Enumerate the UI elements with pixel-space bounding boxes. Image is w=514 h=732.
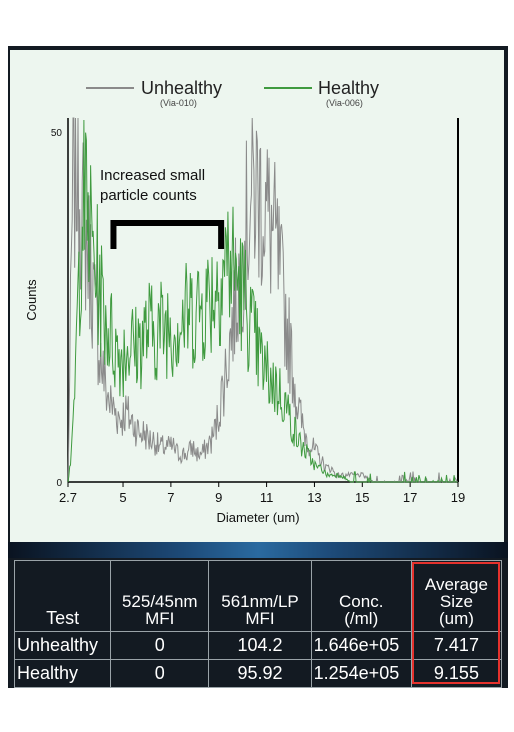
average-size-highlight — [412, 562, 500, 684]
cell-525-unhealthy: 0 — [110, 631, 210, 660]
header-test: Test — [13, 560, 112, 632]
cell-conc-unhealthy: 1.646e+05 — [310, 631, 412, 660]
legend-sublabel-healthy: (Via-006) — [326, 98, 363, 108]
header-525-mfi: 525/45nm MFI — [110, 560, 210, 632]
y-axis-label: Counts — [24, 279, 39, 321]
header-525-line2: MFI — [145, 609, 175, 628]
x-tick-label: 11 — [260, 490, 274, 505]
annotation-line1: Increased small — [100, 167, 205, 184]
y-tick-label: 0 — [56, 478, 62, 489]
histogram-chart: 2.7 5 7 9 11 13 15 17 19 0 50 Unhealthy (Via-010)… — [24, 78, 465, 525]
table-row-unhealthy: Unhealthy 0 104.2 1.646e+05 7.417 — [13, 631, 503, 660]
legend-sublabel-unhealthy: (Via-010) — [160, 98, 197, 108]
header-avg-line2: Size — [439, 592, 473, 611]
header-561-mfi: 561nm/LP MFI — [208, 560, 312, 632]
legend-label-healthy: Healthy — [318, 78, 379, 98]
header-525-line1: 525/45nm — [121, 592, 198, 611]
x-tick-label: 17 — [403, 490, 417, 505]
cell-test-unhealthy: Unhealthy — [13, 631, 112, 660]
x-tick-label: 2.7 — [59, 490, 77, 505]
header-average-size: Average Size (um) — [410, 560, 503, 632]
header-561-line2: MFI — [245, 609, 275, 628]
cell-test-healthy: Healthy — [13, 659, 112, 688]
series-line-healthy — [67, 119, 458, 483]
x-tick-label: 5 — [119, 490, 126, 505]
x-tick-label: 9 — [215, 490, 222, 505]
y-tick-label: 50 — [51, 128, 63, 139]
decorative-band — [8, 542, 508, 558]
cell-561-healthy: 95.92 — [208, 659, 312, 688]
table-row-healthy: Healthy 0 95.92 1.254e+05 9.155 — [13, 659, 503, 688]
header-conc-line2: (/ml) — [344, 609, 379, 628]
x-axis-label: Diameter (um) — [216, 510, 299, 525]
cell-525-healthy: 0 — [110, 659, 210, 688]
x-tick-label: 7 — [167, 490, 174, 505]
x-tick-label: 19 — [451, 490, 465, 505]
header-conc-line1: Conc. — [339, 592, 384, 611]
cell-conc-healthy: 1.254e+05 — [310, 659, 412, 688]
header-conc: Conc. (/ml) — [310, 560, 412, 632]
header-avg-line3: (um) — [438, 609, 474, 628]
header-avg-line1: Average — [424, 575, 488, 594]
annotation-line2: particle counts — [100, 187, 197, 204]
x-tick-label: 13 — [307, 490, 321, 505]
x-tick-label: 15 — [355, 490, 369, 505]
annotation-bracket — [110, 220, 225, 249]
cell-561-unhealthy: 104.2 — [208, 631, 312, 660]
results-table: Test 525/45nm MFI 561nm/LP MFI Conc. (/m… — [13, 560, 506, 688]
header-561-line1: 561nm/LP — [221, 592, 299, 611]
legend-label-unhealthy: Unhealthy — [141, 78, 222, 98]
